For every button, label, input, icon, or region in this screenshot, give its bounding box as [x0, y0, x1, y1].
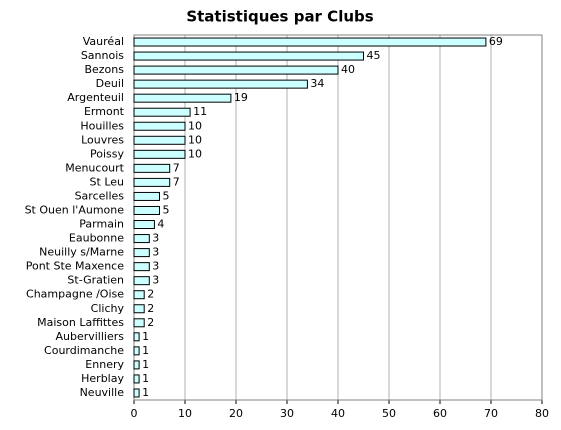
bar	[133, 388, 140, 398]
value-label: 7	[173, 175, 180, 188]
value-label: 1	[142, 330, 149, 343]
y-tick-label: Sarcelles	[75, 189, 125, 202]
value-label: 10	[188, 147, 202, 160]
bar	[133, 346, 140, 356]
y-tick-label: St-Gratien	[67, 274, 124, 287]
y-tick-label: Neuilly s/Marne	[39, 246, 124, 259]
y-tick-label: Deuil	[96, 77, 124, 90]
y-tick-label: Vauréal	[83, 35, 124, 48]
y-tick-label: Louvres	[81, 133, 124, 146]
value-label: 11	[193, 105, 207, 118]
value-label: 1	[142, 372, 149, 385]
bar	[133, 121, 186, 131]
y-tick-label: Houilles	[80, 119, 124, 132]
bar	[133, 149, 186, 159]
value-label: 2	[147, 302, 154, 315]
y-tick-label: Menucourt	[65, 161, 124, 174]
chart-title: Statistiques par Clubs	[186, 8, 373, 26]
bar	[133, 135, 186, 145]
bar	[133, 177, 171, 187]
bar	[133, 332, 140, 342]
y-tick-label: Eaubonne	[69, 232, 124, 245]
bar	[133, 318, 145, 328]
value-label: 7	[173, 161, 180, 174]
value-label: 3	[152, 260, 159, 273]
x-tick-label: 0	[131, 407, 138, 420]
x-tick-label: 80	[535, 407, 549, 420]
value-label: 3	[152, 246, 159, 259]
value-label: 5	[163, 189, 170, 202]
bar	[133, 93, 232, 103]
y-tick-label: Champagne /Oise	[26, 288, 124, 301]
value-label: 2	[147, 288, 154, 301]
y-tick-label: Clichy	[91, 302, 125, 315]
bar	[133, 248, 150, 258]
value-label: 3	[152, 274, 159, 287]
y-tick-label: Pont Ste Maxence	[26, 260, 125, 273]
value-label: 34	[310, 77, 324, 90]
value-label: 1	[142, 386, 149, 399]
bar	[133, 191, 160, 201]
bar	[133, 51, 364, 61]
bar	[133, 360, 140, 370]
bar	[133, 37, 487, 47]
value-label: 4	[157, 218, 164, 231]
bar	[133, 234, 150, 244]
x-tick-label: 60	[433, 407, 447, 420]
value-label: 1	[142, 344, 149, 357]
value-label: 45	[367, 49, 381, 62]
bar	[133, 220, 155, 230]
bar	[133, 205, 160, 215]
bar	[133, 65, 339, 75]
bar	[133, 304, 145, 314]
x-tick-label: 10	[178, 407, 192, 420]
y-tick-label: Ennery	[85, 358, 124, 371]
y-tick-label: Poissy	[90, 147, 124, 160]
y-tick-label: Aubervilliers	[55, 330, 124, 343]
value-label: 40	[341, 63, 355, 76]
x-tick-label: 30	[280, 407, 294, 420]
x-tick-label: 70	[484, 407, 498, 420]
y-tick-label: Herblay	[81, 372, 124, 385]
y-tick-label: Maison Laffittes	[37, 316, 124, 329]
bar	[133, 276, 150, 286]
y-tick-label: Sannois	[81, 49, 124, 62]
y-tick-label: Parmain	[79, 218, 124, 231]
value-label: 69	[489, 35, 503, 48]
x-tick-label: 20	[229, 407, 243, 420]
bar	[133, 290, 145, 300]
value-label: 19	[234, 91, 248, 104]
value-label: 3	[152, 232, 159, 245]
x-tick-label: 50	[382, 407, 396, 420]
y-tick-label: Courdimanche	[44, 344, 124, 357]
bar	[133, 262, 150, 272]
value-label: 10	[188, 133, 202, 146]
value-label: 5	[163, 203, 170, 216]
plot-frame	[133, 34, 543, 401]
y-tick-label: Neuville	[80, 386, 125, 399]
x-tick-label: 40	[331, 407, 345, 420]
y-tick-label: Bezons	[84, 63, 124, 76]
value-label: 2	[147, 316, 154, 329]
y-tick-label: Ermont	[84, 105, 125, 118]
y-tick-label: St Ouen l'Aumone	[25, 203, 125, 216]
y-tick-label: Argenteuil	[67, 91, 124, 104]
value-label: 1	[142, 358, 149, 371]
y-tick-label: St Leu	[90, 175, 124, 188]
bar	[133, 163, 171, 173]
bar	[133, 79, 308, 89]
value-label: 10	[188, 119, 202, 132]
bar	[133, 107, 191, 117]
bar	[133, 374, 140, 384]
